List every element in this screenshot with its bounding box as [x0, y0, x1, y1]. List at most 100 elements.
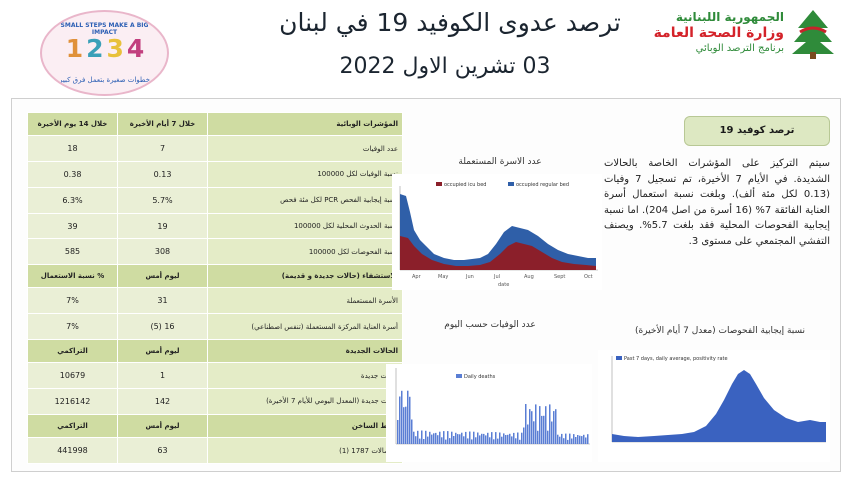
death-bar — [521, 432, 523, 444]
month-tick-label: Jun — [465, 274, 474, 280]
death-bar — [413, 431, 415, 444]
table-cell-label: نسبة إيجابية الفحص PCR لكل مئة فحص — [207, 186, 403, 214]
death-bar — [531, 411, 533, 444]
table-cell: 0.13 — [117, 161, 208, 188]
tests-legend-label: Past 7 days, daily average, positivity r… — [624, 356, 728, 362]
death-bar — [569, 433, 571, 444]
death-bar — [443, 431, 445, 444]
table-cell-label: نسبة الوفيات لكل 100000 — [207, 161, 403, 188]
program-label: برنامج الترصد الوبائي — [695, 43, 784, 54]
death-bar — [493, 439, 495, 444]
death-bar — [585, 437, 587, 444]
death-bar — [473, 431, 475, 444]
death-bar — [397, 420, 399, 444]
table-cell-label: أسرة العناية المركزة المستعملة (تنفس اصط… — [207, 313, 403, 341]
table-cell: 6.3% — [27, 186, 118, 214]
table-header-cell: خلال 14 يوم الأخيرة — [27, 111, 118, 137]
death-bar — [441, 437, 443, 444]
death-bar — [501, 436, 503, 444]
death-bar — [409, 396, 411, 444]
death-bar — [475, 437, 477, 444]
table-cell: 0.38 — [27, 161, 118, 188]
table-row: الأسرة المستعملة 31 7% — [27, 287, 403, 315]
month-tick-label: Apr — [412, 274, 422, 280]
table-header-row: الخط الساخن ليوم أمس التراكمي — [27, 413, 403, 439]
death-bar — [453, 436, 455, 444]
death-bar — [577, 435, 579, 444]
death-bar — [535, 404, 537, 444]
table-header-cell: ليوم أمس — [117, 264, 208, 289]
death-bar — [467, 438, 469, 444]
table-cell-label: نسبة الحدوث المحلية لكل 100000 — [207, 212, 403, 240]
table-cell: 142 — [117, 388, 208, 415]
death-bar — [505, 435, 507, 444]
page-title: ترصد عدوى الكوفيد 19 في لبنان — [279, 8, 621, 37]
death-bar — [463, 436, 465, 444]
death-bar — [469, 431, 471, 444]
table-cell-label: نسبة الفحوصات لكل 100000 — [207, 238, 403, 266]
table-row: وفيات جديدة 1 10679 — [27, 362, 403, 390]
death-bar — [519, 439, 521, 444]
table-cell: 19 — [117, 212, 208, 240]
table-header-cell: الخط الساخن — [207, 413, 403, 439]
table-header-cell: المؤشرات الوبائية — [207, 111, 403, 137]
legend-icu-label: occupied icu bed — [444, 182, 486, 188]
legend-regular-swatch — [508, 182, 514, 186]
death-bar — [547, 430, 549, 444]
death-bar — [399, 396, 401, 444]
death-bar — [439, 431, 441, 444]
death-bar — [503, 433, 505, 444]
table-row: أسرة العناية المركزة المستعملة (تنفس اصط… — [27, 313, 403, 341]
table-cell: 10679 — [27, 362, 118, 390]
death-bar — [449, 438, 451, 444]
table-cell: 7% — [27, 287, 118, 315]
death-bar — [429, 431, 431, 444]
daily-deaths-bars — [397, 390, 589, 444]
beds-chart: occupied icu bed occupied regular bed Ap… — [392, 174, 602, 290]
death-bar — [509, 433, 511, 444]
death-bar — [565, 433, 567, 444]
badge-number-3: 3 — [106, 34, 124, 63]
icu-beds-area — [400, 236, 596, 270]
death-bar — [567, 439, 569, 444]
deaths-legend-swatch — [456, 374, 462, 378]
table-cell-label: حالات جديدة (المعدل اليومي للأيام 7 الأخ… — [207, 388, 403, 415]
table-row: نسبة الفحوصات لكل 100000 308 585 — [27, 238, 403, 266]
death-bar — [479, 435, 481, 444]
death-bar — [537, 430, 539, 444]
death-bar — [499, 432, 501, 444]
table-header-cell: % نسبة الاستعمال — [27, 264, 118, 289]
indicators-table: المؤشرات الوبائية خلال 7 أيام الأخيرة خل… — [27, 111, 403, 464]
death-bar — [485, 435, 487, 444]
badge-arabic-slogan: خطوات صغيرة بتعمل فرق كبير — [59, 76, 150, 84]
table-cell-label: عدد الوفيات — [207, 135, 403, 163]
death-bar — [555, 409, 557, 444]
death-bar — [471, 439, 473, 444]
beds-x-axis-label: date — [498, 282, 509, 288]
death-bar — [553, 411, 555, 444]
month-tick-label: Aug — [524, 274, 534, 280]
death-bar — [447, 431, 449, 444]
beds-chart-title: عدد الاسرة المستعملة — [458, 157, 542, 167]
death-bar — [551, 421, 553, 444]
table-row: نسبة الحدوث المحلية لكل 100000 19 39 — [27, 212, 403, 240]
death-bar — [421, 430, 423, 444]
table-header-cell: ليوم أمس — [117, 339, 208, 364]
table-header-cell: التراكمي — [27, 413, 118, 439]
death-bar — [431, 434, 433, 444]
death-bar — [401, 390, 403, 444]
table-cell-label: الاتصالات 1787 (1) — [207, 437, 403, 464]
death-bar — [419, 438, 421, 444]
summary-title: ترصد كوفيد 19 — [684, 116, 830, 146]
death-bar — [579, 435, 581, 444]
table-header-cell: ليوم أمس — [117, 413, 208, 439]
death-bar — [523, 427, 525, 444]
death-bar — [563, 438, 565, 444]
badge-number-4: 4 — [126, 34, 145, 63]
badge-numbers: 1 2 3 4 — [60, 34, 150, 70]
table-cell: 18 — [27, 135, 118, 163]
death-bar — [487, 432, 489, 444]
ministry-label: وزارة الصحة العامة — [653, 25, 784, 41]
death-bar — [477, 432, 479, 444]
summary-text: سيتم التركيز على المؤشرات الخاصة بالحالا… — [604, 158, 830, 247]
